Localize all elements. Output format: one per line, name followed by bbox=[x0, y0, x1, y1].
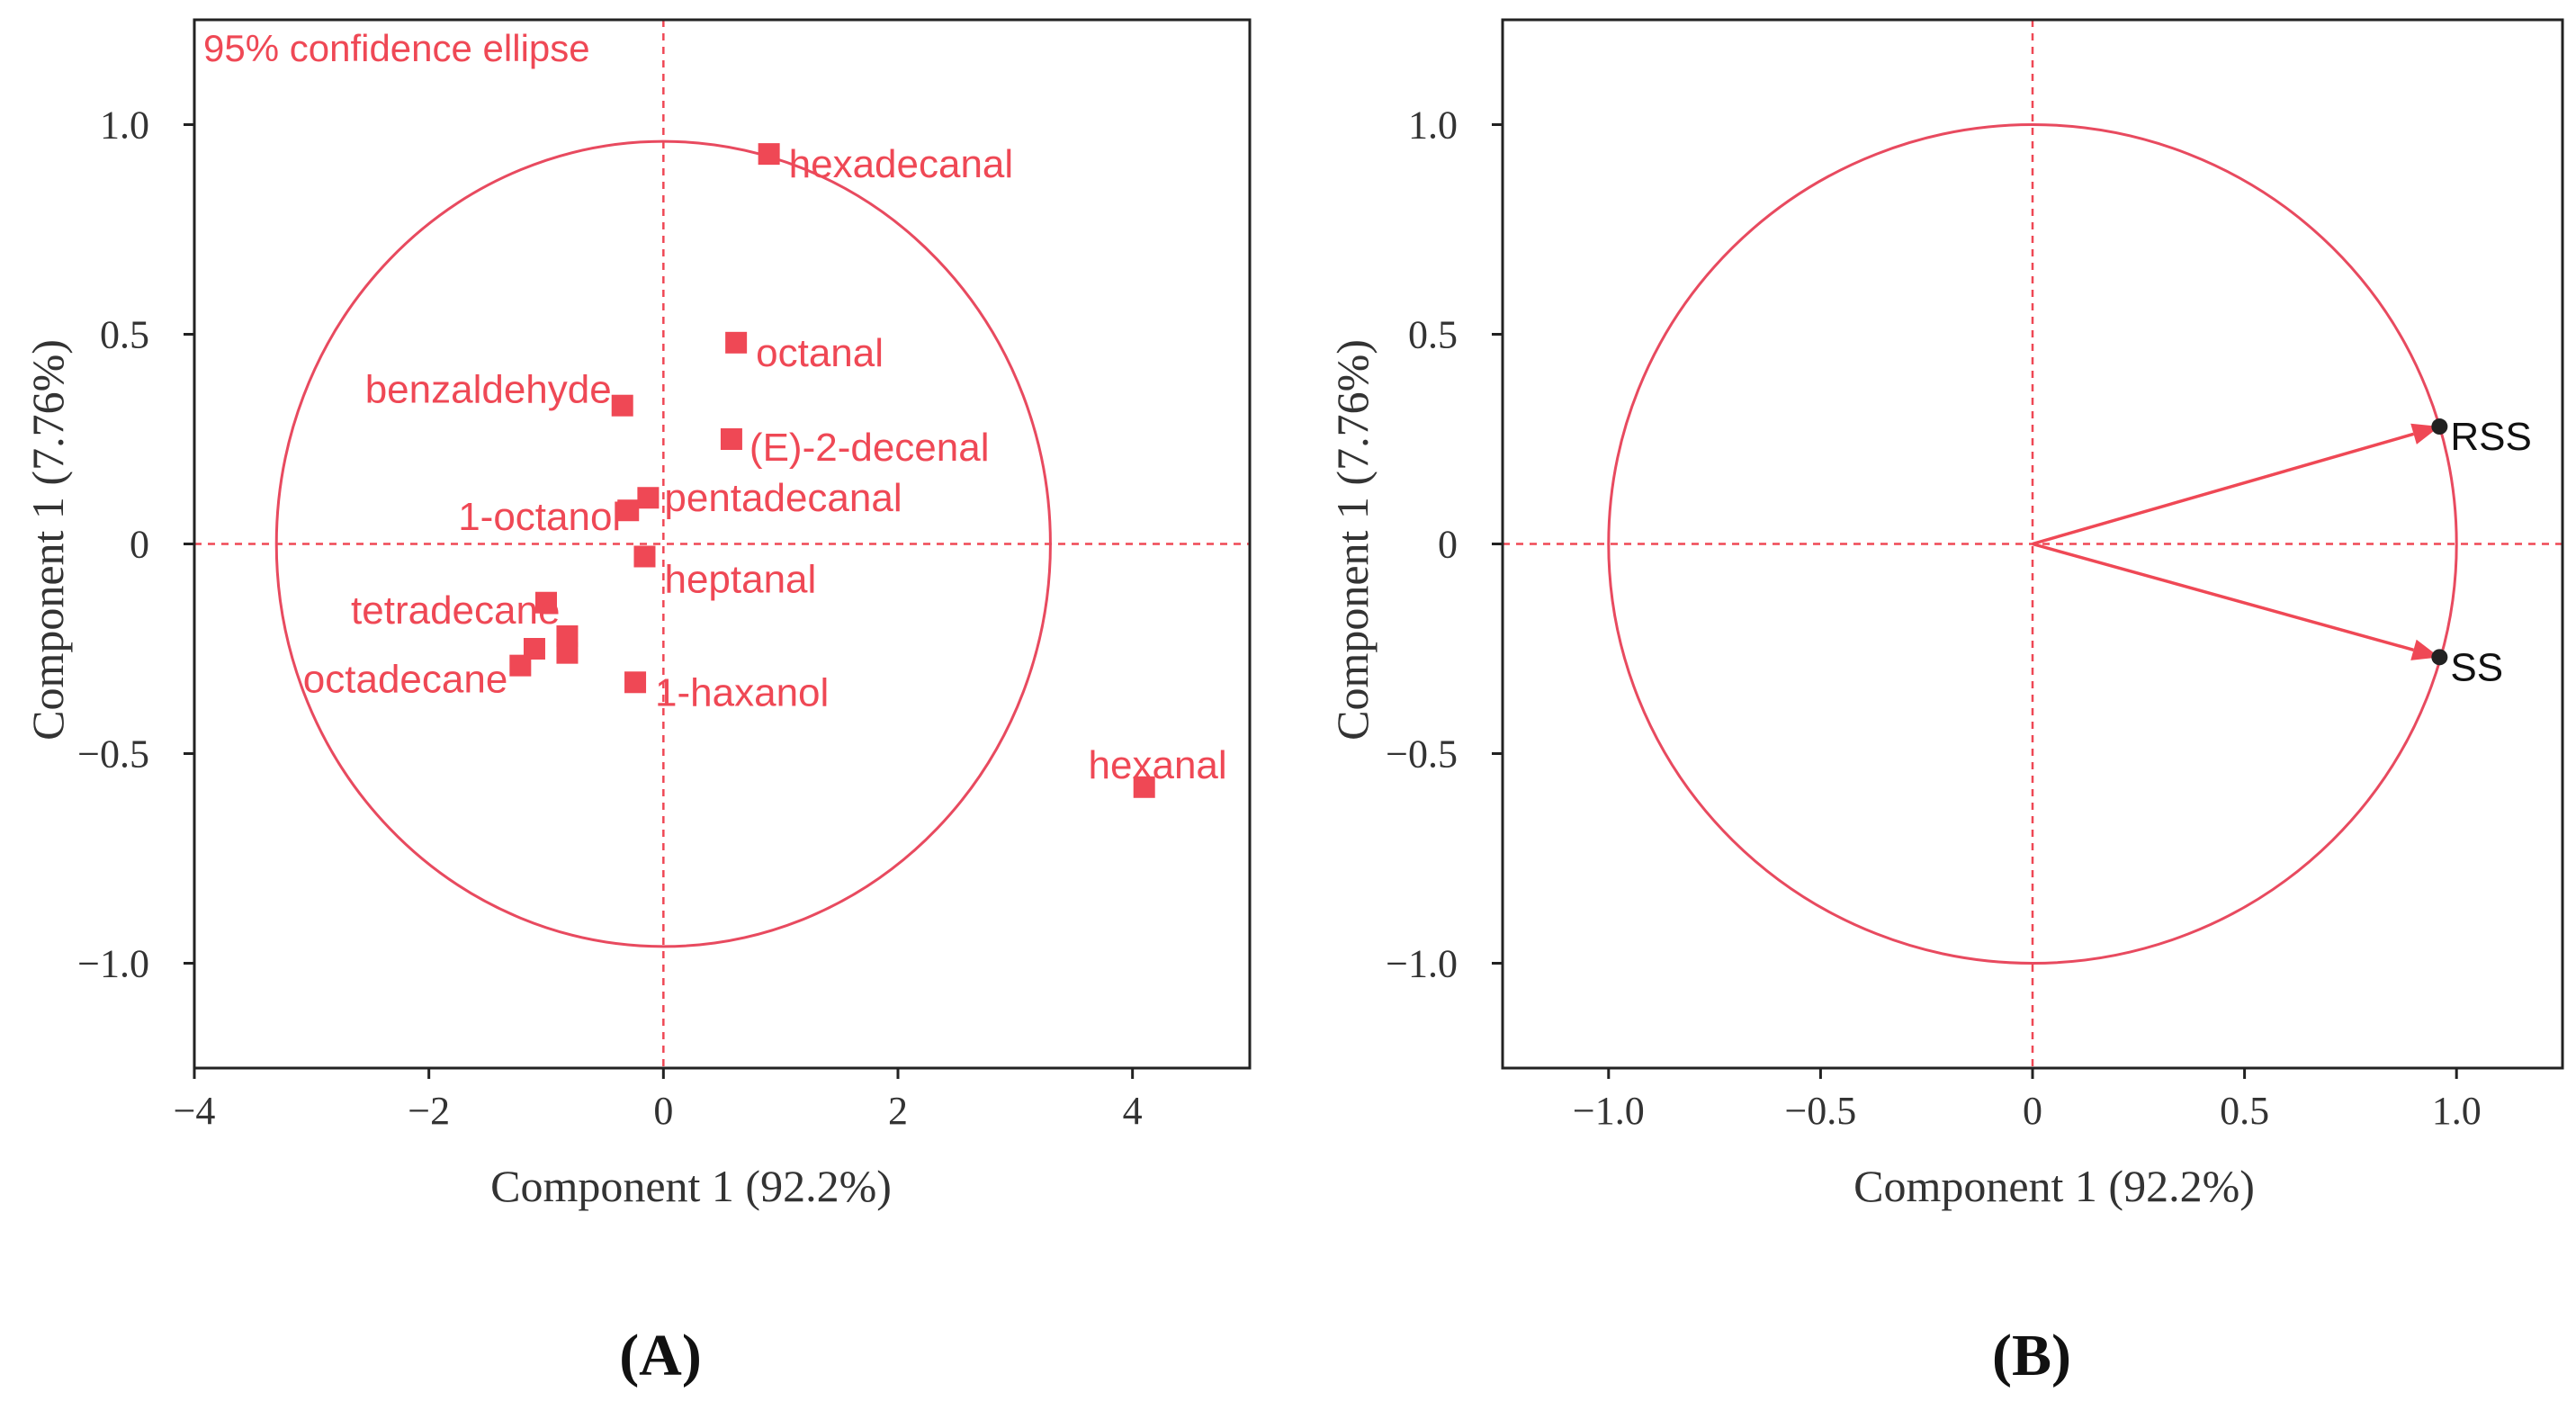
panel-a-point-label: heptanal bbox=[664, 557, 816, 601]
panel-b-y-tick-label: 0.5 bbox=[1408, 313, 1458, 357]
panel-a-point-label: octanal bbox=[756, 331, 884, 375]
panel-a-point-label: hexanal bbox=[1089, 743, 1227, 787]
panel-a-point-marker bbox=[1133, 776, 1155, 798]
panel-a-y-axis-title: Component 1 (7.76%) bbox=[22, 339, 73, 741]
panel-a-y-tick-label: −1.0 bbox=[77, 942, 149, 986]
panel-a-point-marker bbox=[624, 671, 647, 694]
panel-a-point-marker bbox=[758, 143, 780, 166]
panel-a-point-label: (E)-2-decenal bbox=[749, 426, 990, 470]
panel-b-vector-line bbox=[2032, 542, 2414, 651]
panel-a-points: hexadecanal octanal benzaldehyde (E)-2-dece… bbox=[303, 142, 1227, 798]
panel-a-point-label: 1-haxanol bbox=[655, 670, 829, 714]
panel-b-x-tick-label: 0.5 bbox=[2220, 1089, 2269, 1133]
panel-b-vector-label: RSS bbox=[2450, 415, 2531, 459]
panel-a-x-tick-label: 0 bbox=[653, 1089, 673, 1133]
panel-b-x-tick-label: 0 bbox=[2023, 1089, 2042, 1133]
panel-a-point-marker bbox=[509, 654, 532, 677]
panel-a-point-marker bbox=[633, 545, 656, 568]
panel-a-point-marker bbox=[535, 591, 557, 614]
panel-b-x-tick-label: −1.0 bbox=[1573, 1089, 1645, 1133]
panel-a-x-ticks: −4 −2 0 2 4 bbox=[174, 1068, 1143, 1133]
panel-a-y-tick-label: 1.0 bbox=[100, 103, 149, 148]
panel-a-y-tick-label: −0.5 bbox=[77, 732, 149, 777]
panel-b-unit-circle-group bbox=[1607, 123, 2458, 965]
panel-a-confidence-ellipse-group bbox=[274, 139, 1052, 948]
panel-b-y-axis-title: Component 1 (7.76%) bbox=[1327, 339, 1378, 741]
panel-a-annotation: 95% confidence ellipse bbox=[203, 27, 590, 69]
panel-a-x-tick-label: 4 bbox=[1123, 1089, 1143, 1133]
panel-a-x-axis-title: Component 1 (92.2%) bbox=[490, 1161, 892, 1211]
panel-b-y-ticks: 1.0 0.5 0 −0.5 −1.0 bbox=[1386, 103, 1503, 986]
panel-b-x-ticks: −1.0 −0.5 0 0.5 1.0 bbox=[1573, 1068, 2482, 1133]
panel-b-y-tick-label: −0.5 bbox=[1386, 732, 1458, 777]
panel-a-point-marker bbox=[637, 487, 660, 509]
panel-b-label: (B) bbox=[1992, 1323, 2071, 1388]
panel-a-zero-lines bbox=[194, 20, 1250, 1068]
panel-a: hexadecanal octanal benzaldehyde (E)-2-dece… bbox=[22, 18, 1252, 1388]
panel-b-y-tick-label: −1.0 bbox=[1386, 942, 1458, 986]
panel-b-unit-circle bbox=[1607, 123, 2458, 965]
panel-a-confidence-ellipse bbox=[274, 139, 1052, 948]
panel-b-vector-endpoint bbox=[2431, 649, 2448, 666]
panel-b-vector-label: SS bbox=[2450, 645, 2503, 689]
panel-a-point-marker bbox=[556, 642, 579, 664]
panel-a-point-label: octadecane bbox=[303, 658, 508, 702]
panel-a-point-label: hexadecanal bbox=[789, 142, 1014, 186]
panel-a-x-tick-label: 2 bbox=[888, 1089, 908, 1133]
panel-a-label: (A) bbox=[619, 1323, 702, 1388]
panel-a-point-label: benzaldehyde bbox=[365, 368, 612, 412]
panel-a-point-marker bbox=[725, 331, 748, 354]
panel-a-point-label: pentadecanal bbox=[664, 476, 902, 520]
panel-b-x-tick-label: 1.0 bbox=[2432, 1089, 2482, 1133]
panel-a-point-label: 1-octanol bbox=[458, 495, 621, 539]
panel-b-x-tick-label: −0.5 bbox=[1784, 1089, 1856, 1133]
panel-a-point-marker bbox=[617, 499, 640, 522]
panel-b-y-tick-label: 0 bbox=[1438, 523, 1458, 567]
panel-b-vectors: RSS SS bbox=[2032, 415, 2532, 689]
panel-b-x-axis-title: Component 1 (92.2%) bbox=[1853, 1161, 2255, 1211]
panel-a-x-tick-label: −2 bbox=[408, 1089, 450, 1133]
panel-a-point-marker bbox=[720, 428, 742, 450]
panel-a-point-marker bbox=[611, 394, 633, 417]
panel-a-x-tick-label: −4 bbox=[174, 1089, 216, 1133]
panel-b-y-tick-label: 1.0 bbox=[1408, 103, 1458, 148]
panel-a-y-ticks: 1.0 0.5 0 −0.5 −1.0 bbox=[77, 103, 194, 986]
panel-b-vector-line bbox=[2032, 432, 2415, 546]
panel-a-y-tick-label: 0 bbox=[130, 523, 149, 567]
panel-a-point-label: tetradecane bbox=[351, 588, 560, 633]
panel-b-vector-endpoint bbox=[2431, 418, 2448, 436]
panel-a-y-tick-label: 0.5 bbox=[100, 313, 149, 357]
panel-b: RSS SS −1.0 −0.5 0 0.5 1.0 1.0 0.5 0 −0.5 −1.0 Co… bbox=[1327, 18, 2564, 1388]
